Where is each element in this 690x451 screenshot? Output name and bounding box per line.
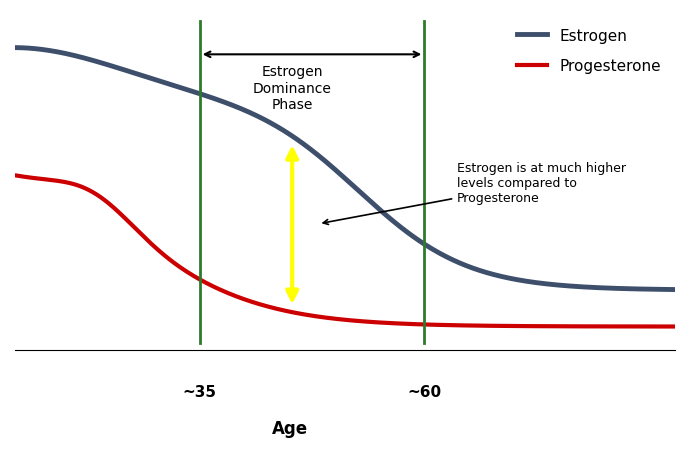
Legend: Estrogen, Progesterone: Estrogen, Progesterone: [511, 23, 667, 80]
Text: Estrogen is at much higher
levels compared to
Progesterone: Estrogen is at much higher levels compar…: [323, 161, 627, 225]
Text: ~60: ~60: [407, 384, 442, 399]
Text: ~35: ~35: [183, 384, 217, 399]
Text: Age: Age: [272, 419, 308, 437]
Text: Estrogen
Dominance
Phase: Estrogen Dominance Phase: [253, 65, 332, 111]
